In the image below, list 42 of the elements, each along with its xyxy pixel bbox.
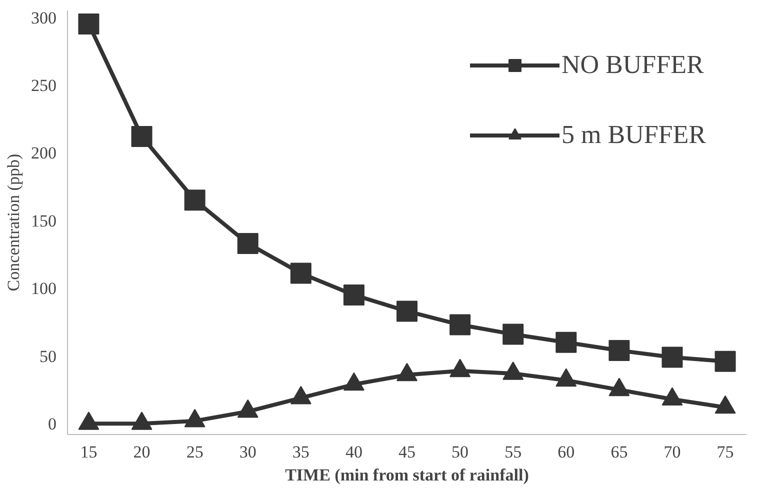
point xyxy=(184,190,206,211)
x-tick-label: 60 xyxy=(558,442,575,462)
x-tick-label: 25 xyxy=(186,442,204,462)
x-tick-label: 55 xyxy=(504,442,522,462)
x-axis-title: TIME (min from start of rainfall) xyxy=(285,466,529,484)
point xyxy=(237,232,258,254)
point xyxy=(131,412,152,430)
point xyxy=(450,358,471,378)
legend-label: NO BUFFER xyxy=(562,50,704,80)
y-tick-label: 50 xyxy=(40,346,56,366)
y-tick-label: 200 xyxy=(31,144,56,163)
x-tick-label: 75 xyxy=(716,442,734,462)
point xyxy=(556,368,577,387)
y-tick-label: 100 xyxy=(31,279,56,298)
y-tick-label: 0 xyxy=(48,414,56,434)
point xyxy=(502,361,524,380)
x-tick-label: 65 xyxy=(610,442,628,462)
x-tick-label: 30 xyxy=(239,442,256,462)
x-tick-label: 70 xyxy=(664,442,681,462)
point xyxy=(131,126,152,147)
point xyxy=(662,387,683,406)
y-tick-label: 250 xyxy=(31,76,56,96)
x-tick-label: 50 xyxy=(452,442,469,462)
point xyxy=(396,362,418,382)
point xyxy=(343,284,364,306)
y-tick-label: 150 xyxy=(31,211,56,230)
point xyxy=(290,386,312,404)
x-tick-label: 15 xyxy=(80,442,98,462)
point xyxy=(608,378,630,396)
y-tick-label: 300 xyxy=(31,8,56,28)
x-tick-label: 35 xyxy=(292,442,310,462)
legend-label: 5 m BUFFER xyxy=(562,120,706,150)
point xyxy=(343,372,364,391)
point xyxy=(78,412,100,430)
point xyxy=(290,262,312,284)
x-tick-label: 45 xyxy=(398,442,416,462)
x-tick-label: 20 xyxy=(133,442,150,462)
point xyxy=(184,408,206,428)
point xyxy=(237,399,258,418)
point xyxy=(714,395,736,414)
x-tick-label: 40 xyxy=(345,442,362,462)
y-axis-title: Concentration (ppb) xyxy=(4,154,23,292)
